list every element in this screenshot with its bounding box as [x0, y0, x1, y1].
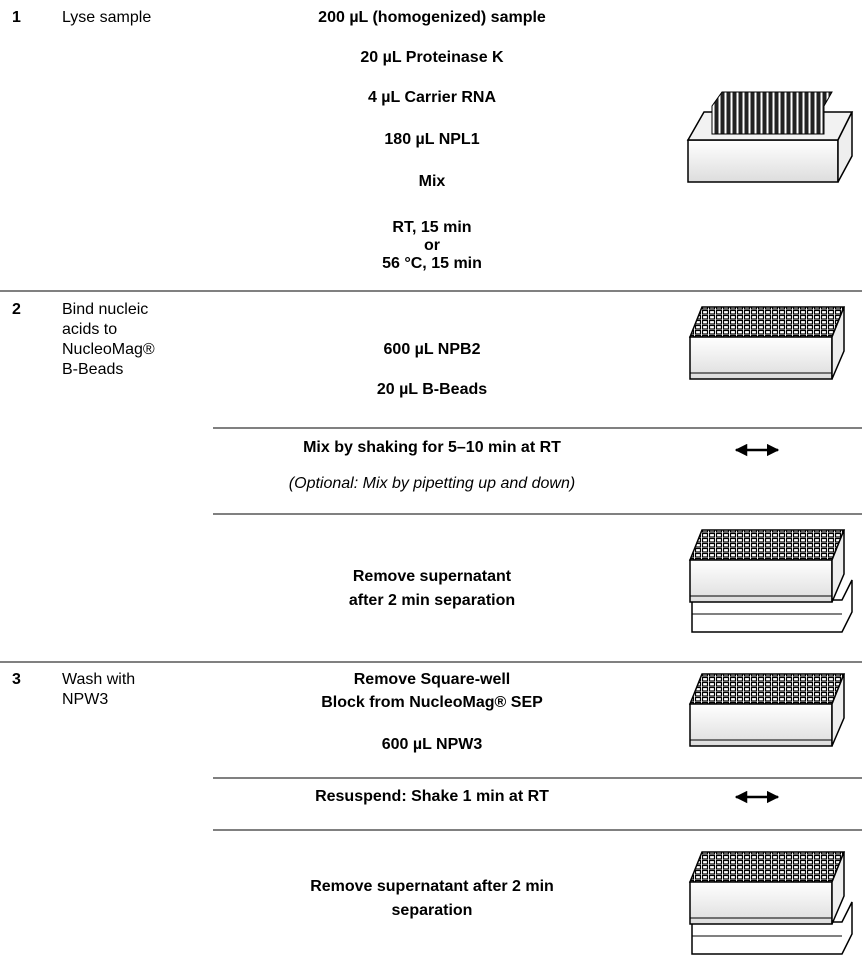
plate-icon — [689, 673, 845, 747]
step-label: Wash with — [62, 671, 135, 688]
magnet-separator — [691, 901, 853, 955]
instruction: 20 µL Proteinase K — [360, 49, 504, 66]
instruction: Mix by shaking for 5–10 min at RT — [303, 439, 561, 456]
instruction: after 2 min separation — [349, 592, 515, 609]
step-number: 1 — [12, 9, 21, 26]
instruction: Resuspend: Shake 1 min at RT — [315, 788, 549, 805]
step-label: Bind nucleic — [62, 301, 148, 318]
instruction: 4 µL Carrier RNA — [368, 89, 497, 106]
plate-icon — [689, 306, 845, 380]
instruction: Block from NucleoMag® SEP — [321, 694, 543, 711]
step-number: 3 — [12, 671, 21, 688]
instruction: Mix — [419, 173, 446, 190]
step-label: Lyse sample — [62, 9, 151, 26]
plate-icon — [689, 529, 845, 603]
instruction: Remove Square-well — [354, 671, 511, 688]
magnet-separator — [691, 579, 853, 633]
instruction: 600 µL NPW3 — [382, 736, 483, 753]
instruction: separation — [392, 902, 473, 919]
instruction: 56 °C, 15 min — [382, 255, 482, 272]
tube-rack — [686, 91, 854, 183]
instruction: 600 µL NPB2 — [384, 341, 481, 358]
step-label: NucleoMag® — [62, 341, 155, 358]
instruction: or — [424, 237, 440, 254]
instruction: Remove supernatant after 2 min — [310, 878, 554, 895]
instruction: 200 µL (homogenized) sample — [318, 9, 546, 26]
note: (Optional: Mix by pipetting up and down) — [289, 475, 575, 492]
step-number: 2 — [12, 301, 21, 318]
instruction: 20 µL B-Beads — [377, 381, 487, 398]
plate-icon — [689, 851, 845, 925]
instruction: 180 µL NPL1 — [384, 131, 479, 148]
step-label: B-Beads — [62, 361, 123, 378]
instruction: Remove supernatant — [353, 568, 512, 585]
step-label: NPW3 — [62, 691, 108, 708]
instruction: RT, 15 min — [392, 219, 471, 236]
step-label: acids to — [62, 321, 117, 338]
